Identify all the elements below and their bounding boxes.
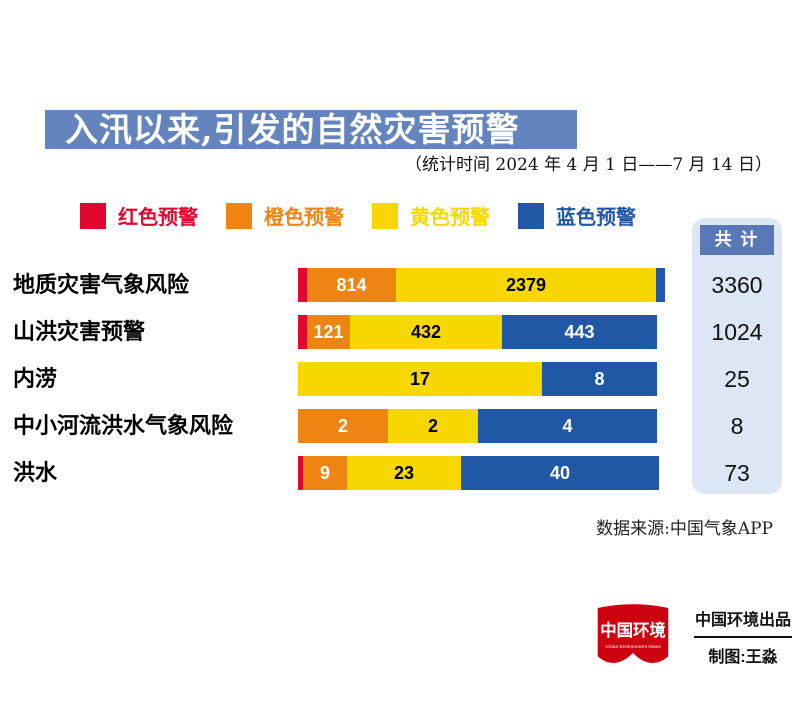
category-label: 内涝	[13, 366, 58, 391]
legend-label: 蓝色预警	[556, 207, 636, 229]
bar-segment-blue: 40	[461, 456, 659, 490]
logo-main-text: 中国环境	[600, 621, 666, 640]
category-label: 洪水	[13, 460, 58, 485]
legend-item-yellow: 黄色预警	[372, 201, 490, 230]
bar-segment-blue: 8	[542, 362, 657, 396]
total-value: 8	[730, 413, 744, 439]
red-warning-swatch	[80, 202, 106, 229]
total-value: 73	[724, 460, 750, 486]
bar-segment-red	[298, 456, 303, 490]
bar-segment-yellow: 432	[350, 315, 502, 349]
bar-segment-blue: 4	[478, 409, 657, 443]
bar-segment-red	[298, 315, 307, 349]
stacked-bar: 121 432 443	[298, 315, 657, 349]
total-value: 25	[724, 366, 750, 392]
blue-warning-swatch	[518, 202, 544, 229]
legend-label: 橙色预警	[264, 207, 344, 229]
bar-segment-orange: 2	[298, 409, 388, 443]
stacked-bar: 9 23 40	[298, 456, 659, 490]
legend-item-orange: 橙色预警	[226, 201, 344, 230]
bar-segment-yellow: 23	[347, 456, 461, 490]
bar-segment-blue: 443	[502, 315, 657, 349]
legend-item-red: 红色预警	[80, 201, 198, 230]
bar-segment-orange: 814	[307, 268, 396, 302]
bar-segment-blue	[656, 268, 665, 302]
total-value: 1024	[711, 319, 763, 345]
yellow-warning-swatch	[372, 202, 398, 229]
legend: 红色预警 橙色预警 黄色预警 蓝色预警	[80, 201, 636, 230]
stacked-bar: 17 8	[298, 362, 657, 396]
legend-label: 黄色预警	[410, 207, 490, 229]
credit-text: 制图:王淼	[708, 649, 778, 666]
china-environment-logo: 中国环境 China Environment News	[597, 604, 669, 663]
bar-segment-yellow: 17	[298, 362, 542, 396]
category-label: 地质灾害气象风险	[13, 272, 190, 297]
bar-segment-yellow: 2379	[396, 268, 656, 302]
stacked-bar: 814 2379	[298, 268, 665, 302]
orange-warning-swatch	[226, 202, 252, 229]
bar-segment-orange: 121	[307, 315, 350, 349]
logo-ribbon-shape	[597, 604, 669, 663]
category-label: 中小河流洪水气象风险	[13, 413, 234, 438]
legend-label: 红色预警	[118, 207, 198, 229]
bar-segment-orange: 9	[303, 456, 347, 490]
publisher-block: 中国环境出品 制图:王淼	[694, 606, 792, 667]
data-source-note: 数据来源:中国气象APP	[596, 519, 773, 539]
publisher-text: 中国环境出品	[694, 612, 791, 629]
total-value: 3360	[711, 272, 763, 298]
category-label: 山洪灾害预警	[13, 319, 146, 344]
bar-segment-red	[298, 268, 307, 302]
publisher-divider	[694, 636, 792, 638]
page-title: 入汛以来,引发的自然灾害预警	[45, 110, 577, 149]
legend-item-blue: 蓝色预警	[518, 201, 636, 230]
total-column-header: 共 计	[700, 225, 774, 255]
logo-sub-text: China Environment News	[605, 644, 661, 650]
subtitle-date-range: （统计时间 2024 年 4 月 1 日——7 月 14 日）	[405, 155, 772, 175]
total-panel	[692, 218, 782, 494]
bar-segment-yellow: 2	[388, 409, 478, 443]
